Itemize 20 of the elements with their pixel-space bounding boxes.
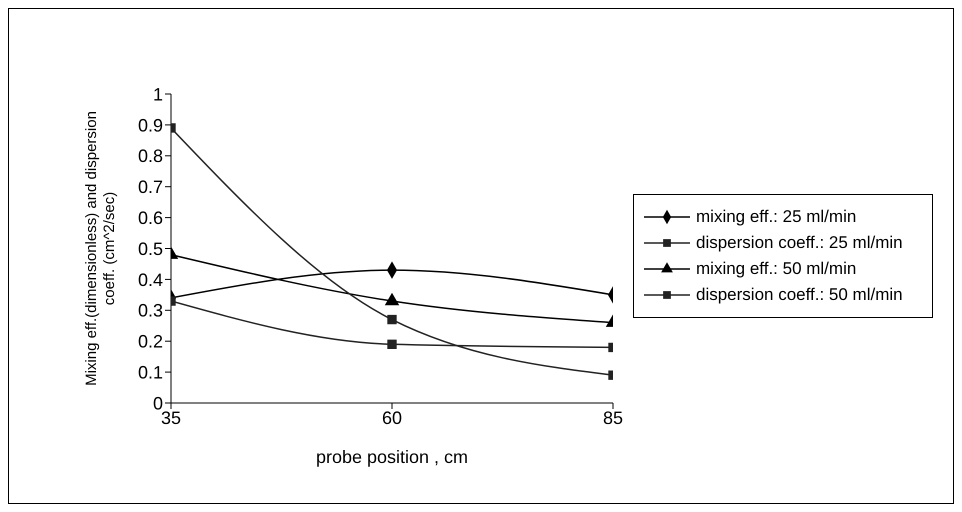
x-axis-title: probe position , cm xyxy=(316,447,468,467)
y-tick-label: 1 xyxy=(152,84,163,104)
y-tick-label: 0.8 xyxy=(138,146,163,166)
y-tick-label: 0 xyxy=(152,393,163,414)
y-tick-label: 0.7 xyxy=(138,177,163,198)
y-tick-label: 0.9 xyxy=(138,115,163,136)
legend-label: dispersion coeff.: 50 ml/min xyxy=(696,285,903,305)
x-tick-label: 60 xyxy=(382,408,402,428)
y-tick-label: 0.3 xyxy=(138,300,163,321)
y-tick-label: 0.6 xyxy=(138,208,163,228)
legend-label: mixing eff.: 50 ml/min xyxy=(696,259,856,279)
y-axis-title: Mixing eff.(dimensionless) and dispersion coeff. (cm^2/sec) xyxy=(83,111,118,386)
legend-label: mixing eff.: 25 ml/min xyxy=(696,207,856,227)
y-tick-label: 0.5 xyxy=(138,238,163,259)
y-tick-label: 0.2 xyxy=(138,332,163,352)
x-tick-label: 35 xyxy=(160,408,182,428)
y-tick-label: 0.1 xyxy=(138,362,163,382)
x-tick-label: 85 xyxy=(602,408,624,428)
y-tick-label: 0.4 xyxy=(138,270,163,290)
legend-label: dispersion coeff.: 25 ml/min xyxy=(696,233,903,253)
